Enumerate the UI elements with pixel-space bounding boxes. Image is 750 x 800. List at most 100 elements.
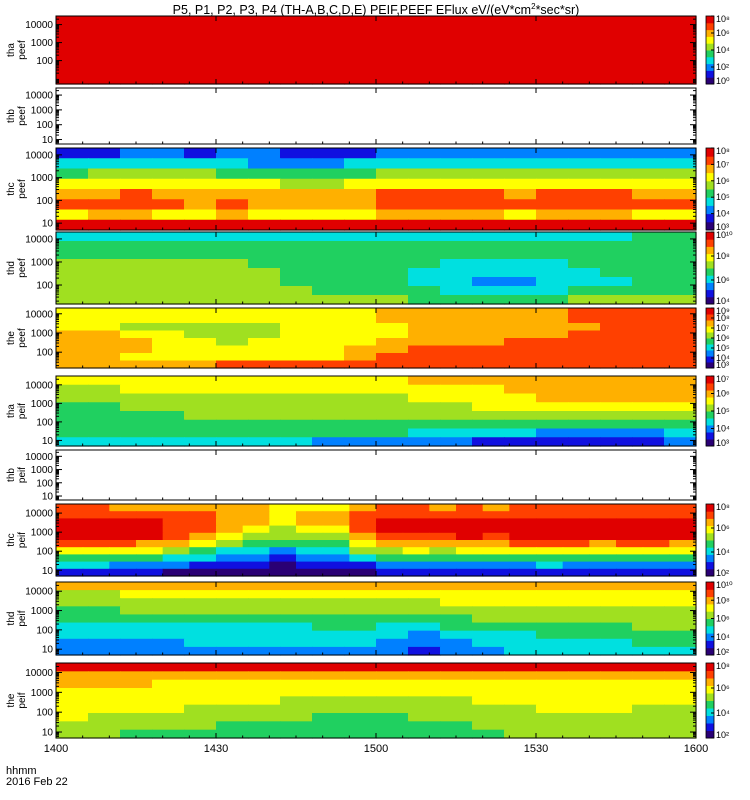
colorbar-tick-label: 10² bbox=[716, 647, 729, 657]
heatmap-cell bbox=[216, 199, 249, 211]
colorbar-tick-label: 10⁴ bbox=[716, 353, 730, 363]
heatmap-cell bbox=[120, 411, 153, 421]
heatmap-cell bbox=[152, 232, 185, 242]
heatmap-cell bbox=[376, 250, 409, 260]
heatmap-cell bbox=[56, 209, 89, 221]
heatmap-cell bbox=[120, 696, 153, 706]
colorbar-segment bbox=[706, 730, 714, 739]
heatmap-cell bbox=[408, 259, 441, 269]
heatmap-cell bbox=[600, 209, 633, 221]
heatmap-cell bbox=[568, 315, 601, 324]
colorbar-tick-label: 10⁸ bbox=[716, 251, 730, 261]
heatmap-cell bbox=[632, 622, 665, 632]
heatmap-cell bbox=[536, 295, 569, 305]
heatmap-cell bbox=[280, 315, 313, 324]
heatmap-cell bbox=[568, 411, 601, 421]
heatmap-cell bbox=[56, 547, 84, 555]
colorbar-segment bbox=[706, 253, 714, 262]
heatmap-cell bbox=[184, 713, 217, 722]
heatmap-cell bbox=[120, 24, 153, 34]
heatmap-cell bbox=[248, 295, 281, 305]
heatmap-cell bbox=[376, 219, 409, 231]
heatmap-cell bbox=[600, 638, 633, 648]
heatmap-cell bbox=[312, 713, 345, 722]
heatmap-cell bbox=[184, 582, 217, 591]
heatmap-cell bbox=[440, 419, 473, 430]
heatmap-cell bbox=[482, 547, 510, 555]
heatmap-cell bbox=[120, 713, 153, 722]
heatmap-cell bbox=[152, 704, 185, 714]
y-tick-label: 100 bbox=[36, 281, 53, 292]
heatmap-cell bbox=[376, 437, 409, 447]
heatmap-cell bbox=[280, 259, 313, 269]
heatmap-cell bbox=[600, 376, 633, 386]
heatmap-cell bbox=[184, 696, 217, 706]
heatmap-cell bbox=[322, 547, 350, 555]
heatmap-cell bbox=[632, 696, 665, 706]
heatmap-cell bbox=[408, 384, 441, 395]
heatmap-cell bbox=[184, 50, 217, 60]
heatmap-cell bbox=[184, 199, 217, 211]
heatmap-cell bbox=[616, 511, 644, 519]
heatmap-cell bbox=[248, 209, 281, 221]
heatmap-cell bbox=[344, 679, 377, 689]
heatmap-cell bbox=[632, 50, 665, 60]
heatmap-cell bbox=[88, 729, 121, 739]
heatmap-cell bbox=[429, 568, 457, 577]
heatmap-cell bbox=[152, 696, 185, 706]
heatmap-cell bbox=[536, 58, 569, 68]
heatmap-cell bbox=[312, 606, 345, 616]
heatmap-cell bbox=[600, 330, 633, 339]
heatmap-cell bbox=[216, 511, 244, 519]
heatmap-cell bbox=[472, 590, 505, 599]
heatmap-cell bbox=[184, 209, 217, 221]
heatmap-cell bbox=[344, 688, 377, 697]
heatmap-cell bbox=[280, 663, 313, 672]
heatmap-cell bbox=[184, 16, 217, 26]
heatmap-cell bbox=[562, 525, 590, 534]
heatmap-cell bbox=[280, 241, 313, 251]
heatmap-cell bbox=[184, 663, 217, 672]
heatmap-cell bbox=[408, 353, 441, 362]
heatmap-cell bbox=[376, 696, 409, 706]
heatmap-cell bbox=[248, 315, 281, 324]
heatmap-cell bbox=[376, 638, 409, 648]
panel-label-line1: tha bbox=[6, 43, 17, 57]
heatmap-cell bbox=[632, 148, 665, 159]
time-axis-legend: hhmm 2016 Feb 22 bbox=[6, 766, 68, 788]
heatmap-cell bbox=[216, 168, 249, 180]
heatmap-cell bbox=[600, 582, 633, 591]
heatmap-cell bbox=[216, 622, 249, 632]
heatmap-cell bbox=[664, 353, 697, 362]
heatmap-cell bbox=[184, 671, 217, 681]
heatmap-cell bbox=[248, 614, 281, 624]
heatmap-cell bbox=[56, 268, 89, 278]
heatmap-cell bbox=[248, 688, 281, 697]
heatmap-cell bbox=[376, 663, 409, 672]
heatmap-cell bbox=[189, 554, 217, 563]
heatmap-cell bbox=[248, 437, 281, 447]
heatmap-cell bbox=[349, 568, 377, 577]
heatmap-cell bbox=[664, 16, 697, 26]
heatmap-cell bbox=[509, 532, 537, 541]
heatmap-cell bbox=[440, 58, 473, 68]
colorbar-segment bbox=[706, 518, 714, 527]
heatmap-cell bbox=[120, 295, 153, 305]
heatmap-cell bbox=[120, 630, 153, 640]
heatmap-cell bbox=[440, 178, 473, 190]
heatmap-cell bbox=[322, 532, 350, 541]
heatmap-cell bbox=[376, 590, 409, 599]
heatmap-cell bbox=[568, 250, 601, 260]
heatmap-cell bbox=[88, 713, 121, 722]
heatmap-cell bbox=[152, 713, 185, 722]
heatmap-cell bbox=[664, 360, 697, 369]
heatmap-cell bbox=[504, 189, 537, 200]
heatmap-cell bbox=[248, 679, 281, 689]
heatmap-cell bbox=[664, 630, 697, 640]
heatmap-cell bbox=[88, 277, 121, 287]
colorbar-tick-label: 10¹⁰ bbox=[716, 230, 733, 240]
heatmap-cell bbox=[472, 353, 505, 362]
heatmap-cell bbox=[664, 33, 697, 43]
heatmap-cell bbox=[280, 671, 313, 681]
heatmap-cell bbox=[120, 67, 153, 77]
